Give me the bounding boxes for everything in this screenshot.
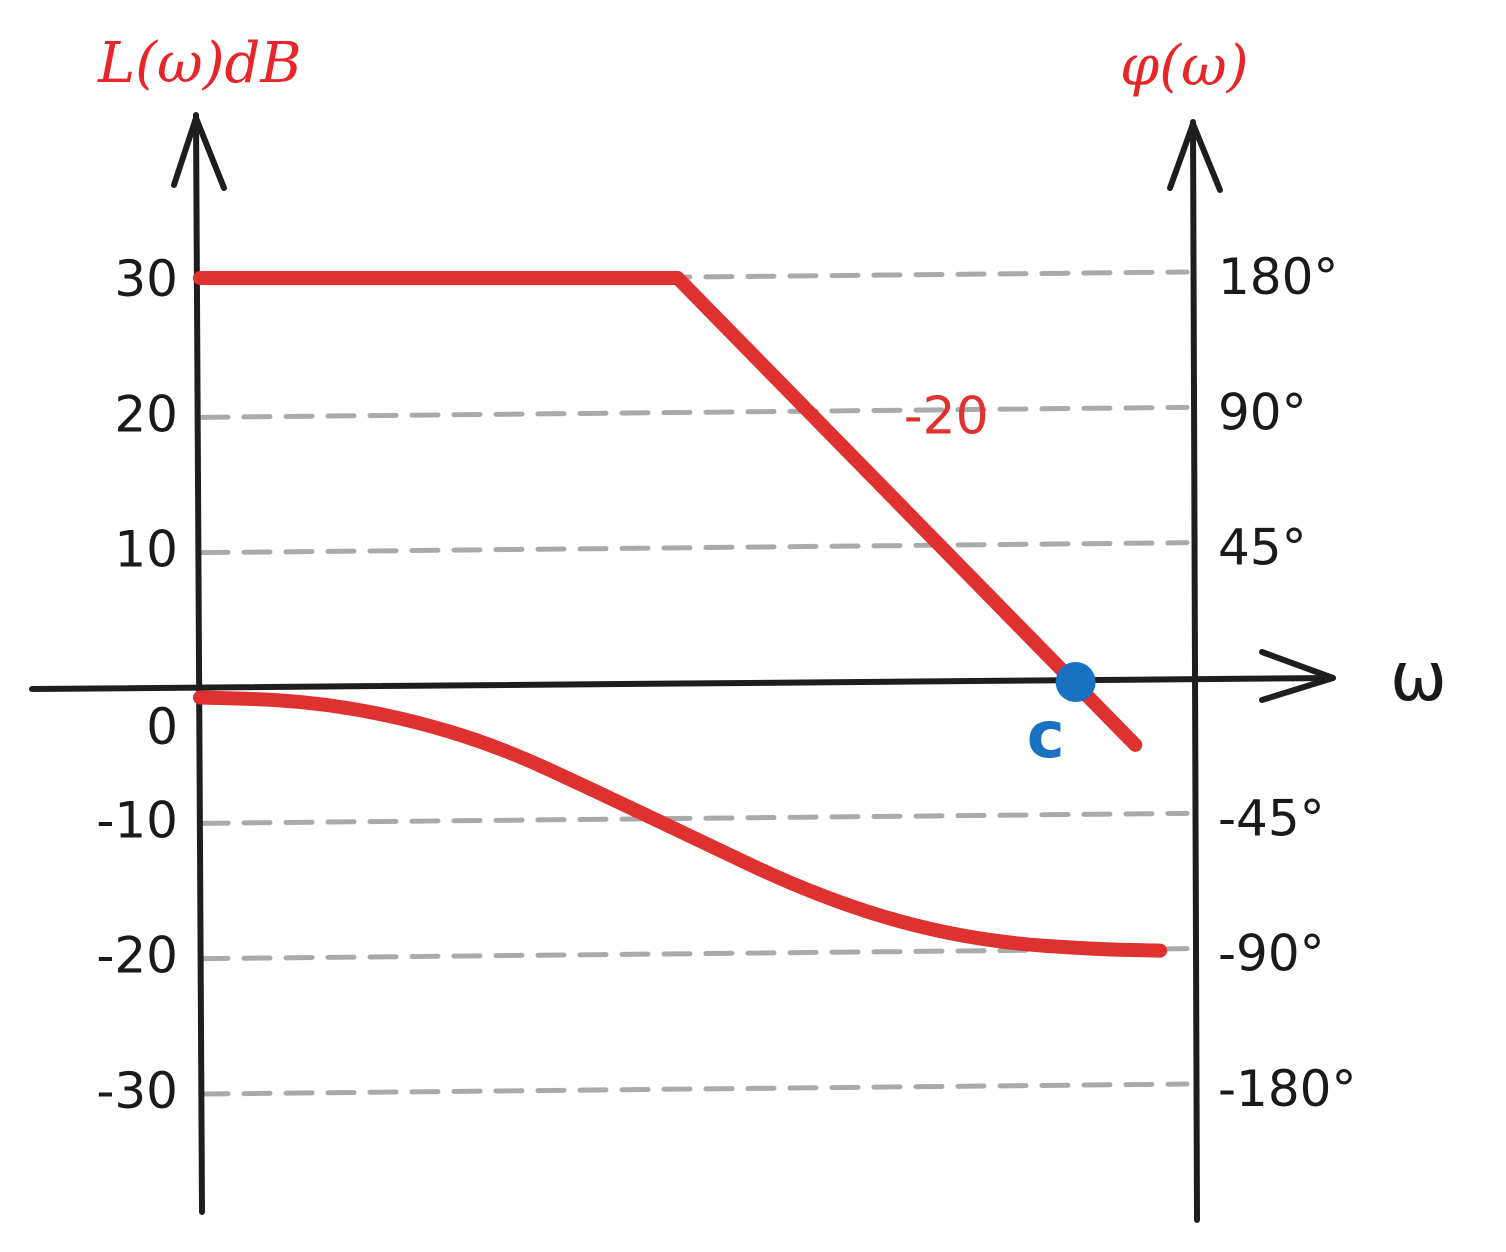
left-tick-label: 0 [146, 698, 178, 756]
right-axis-line [1190, 119, 1200, 1223]
left-tick-label: 10 [114, 521, 178, 579]
grid-line [199, 540, 1190, 556]
series [193, 271, 1168, 958]
left-axis-line [193, 112, 205, 1215]
grid-line [199, 1081, 1190, 1097]
grid-line [199, 269, 1190, 285]
right-tick-label: -45° [1218, 789, 1325, 847]
right-axis-label: φ(ω) [1120, 34, 1249, 99]
phase-line [193, 690, 1168, 958]
axes [29, 112, 1336, 1223]
grid-line [199, 810, 1190, 826]
right-tick-label: 90° [1218, 383, 1307, 441]
right-axis-arrowhead [1167, 121, 1223, 193]
x-axis-arrowhead [1259, 649, 1336, 703]
crossover-label: c [1027, 699, 1065, 773]
left-tick-labels: 30 20 10 0 -10 -20 -30 [96, 250, 178, 1120]
left-tick-label: 30 [114, 250, 178, 308]
left-axis-label: L(ω)dB [97, 31, 302, 96]
slope-label: -20 [904, 386, 989, 446]
left-tick-label: -20 [96, 927, 178, 985]
left-axis-arrowhead [171, 115, 227, 191]
axis-labels: L(ω)dB φ(ω) ω [97, 31, 1447, 717]
magnitude-line [193, 271, 1143, 752]
right-tick-label: -180° [1218, 1060, 1356, 1118]
right-tick-label: 180° [1218, 248, 1338, 306]
left-tick-label: 20 [114, 385, 178, 443]
x-axis-line [29, 675, 1336, 692]
left-tick-label: -10 [96, 791, 178, 849]
right-tick-label: 45° [1218, 519, 1307, 577]
crossover-point [1055, 662, 1096, 702]
right-tick-label: -90° [1218, 925, 1325, 983]
left-tick-label: -30 [96, 1062, 178, 1120]
grid-line [199, 404, 1190, 420]
right-tick-labels: 180° 90° 45° -45° -90° -180° [1218, 248, 1356, 1118]
annotations: -20 c [904, 386, 1096, 773]
x-axis-label: ω [1390, 638, 1447, 717]
